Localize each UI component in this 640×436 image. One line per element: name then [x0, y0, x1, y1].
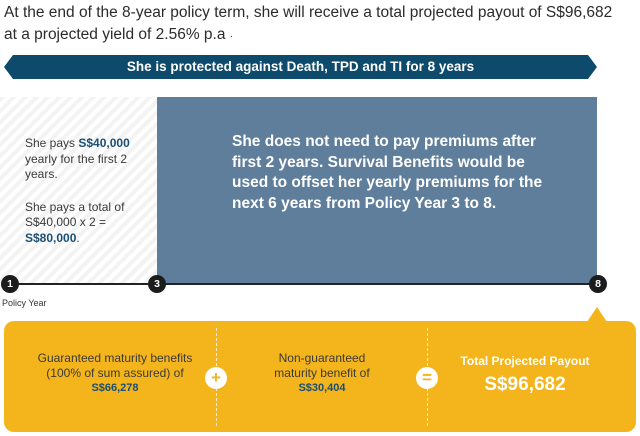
- survival-benefits-text: She does not need to pay premiums after …: [232, 133, 543, 212]
- pays-prefix: She pays: [25, 136, 79, 150]
- total-premium-amount: S$80,000: [25, 230, 77, 245]
- yearly-premium-text: She pays S$40,000 yearly for the first 2…: [25, 136, 155, 183]
- headline-line-1: At the end of the 8-year policy term, sh…: [4, 4, 613, 21]
- banner-text: She is protected against Death, TPD and …: [126, 59, 475, 74]
- guaranteed-benefit: Guaranteed maturity benefits (100% of su…: [26, 351, 204, 396]
- premium-description: She pays S$40,000 yearly for the first 2…: [25, 136, 155, 263]
- non-guaranteed-benefit: Non-guaranteed maturity benefit of S$30,…: [262, 351, 382, 396]
- total-prefix: She pays a total of S$40,000 x 2 =: [25, 199, 125, 230]
- timeline-node-year-8: 8: [589, 275, 607, 293]
- headline-line-2-text: at a projected yield of 2.56% p.a: [4, 26, 226, 43]
- headline-line-2: at a projected yield of 2.56% p.a ·: [4, 24, 636, 48]
- headline: At the end of the 8-year policy term, sh…: [4, 2, 636, 48]
- payout-pointer: [587, 307, 607, 322]
- payout-panel: [4, 321, 636, 432]
- non-guaranteed-benefit-value: S$30,404: [298, 382, 346, 394]
- plus-icon: +: [205, 367, 227, 389]
- total-suffix: .: [76, 230, 80, 245]
- non-guaranteed-benefit-label: Non-guaranteed maturity benefit of: [274, 351, 370, 380]
- pays-amount: S$40,000: [78, 136, 130, 150]
- protection-banner: She is protected against Death, TPD and …: [4, 55, 597, 79]
- timeline-node-year-1: 1: [1, 275, 19, 293]
- policy-year-label: Policy Year: [2, 298, 47, 308]
- guaranteed-benefit-label: Guaranteed maturity benefits (100% of su…: [37, 351, 193, 380]
- banner-arrow-shape: [4, 55, 597, 79]
- total-payout-value: S$96,682: [484, 374, 566, 395]
- footnote-dot: ·: [229, 31, 234, 42]
- total-payout-label: Total Projected Payout: [460, 354, 590, 368]
- guaranteed-benefit-value: S$66,278: [91, 382, 139, 394]
- timeline-node-year-3: 3: [148, 275, 166, 293]
- total-premium-text: She pays a total of S$40,000 x 2 = S$80,…: [25, 200, 155, 247]
- survival-benefits-panel: [157, 97, 597, 284]
- premium-period-panel: [0, 97, 157, 284]
- pays-suffix: yearly for the first 2 years.: [25, 151, 128, 182]
- equals-icon: =: [416, 367, 438, 389]
- policy-timeline-line: [10, 283, 598, 285]
